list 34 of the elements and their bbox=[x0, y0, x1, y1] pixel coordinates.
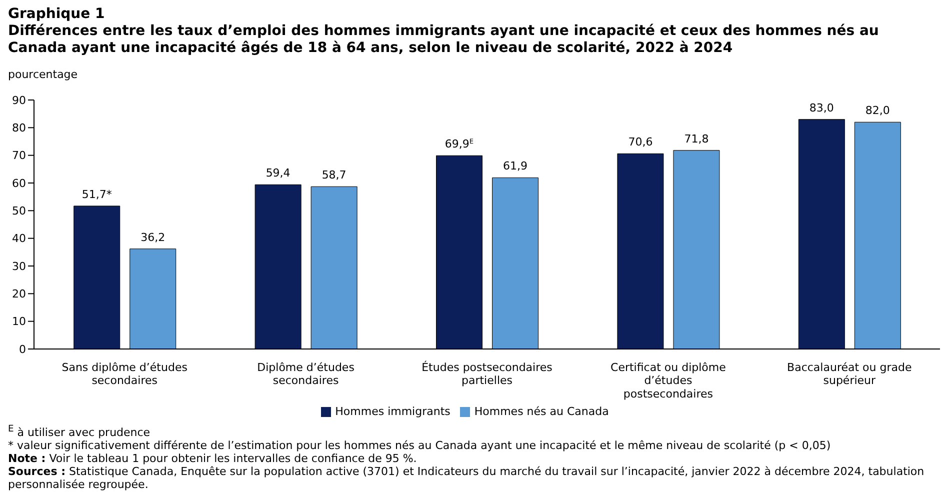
legend-label: Hommes immigrants bbox=[335, 405, 450, 418]
data-label: 36,2 bbox=[140, 230, 166, 244]
data-label: 83,0 bbox=[809, 101, 834, 114]
y-tick-label: 30 bbox=[12, 260, 26, 273]
y-axis-title: pourcentage bbox=[8, 68, 78, 81]
legend-label: Hommes nés au Canada bbox=[474, 405, 609, 418]
chart-subtitle: Différences entre les taux d’emploi des hommes immigrants ayant une incapacité et ceux des hommes nés au Canada ayant une incapacité âgés de 18 à 64 ans, selon le niveau de scolarité, 2022 à 2024 bbox=[8, 23, 880, 57]
data-label: 69,9$^{E}$ bbox=[444, 138, 474, 151]
x-tick-label: Baccalauréat ou grade supérieur bbox=[787, 360, 912, 388]
y-tick-label: 90 bbox=[12, 94, 26, 107]
text: Note : Voir le tableau 1 pour obtenir les intervalles de confiance de 95 %. bbox=[8, 452, 417, 465]
data-label: 82,0 bbox=[865, 104, 890, 118]
data-label: 61,9 bbox=[503, 160, 528, 173]
y-tick-label: 70 bbox=[12, 149, 26, 162]
data-label: 70,6 bbox=[628, 136, 653, 149]
x-tick-label: Sans diplôme d’études secondaires bbox=[62, 360, 188, 388]
data-label: 51,7* bbox=[82, 188, 112, 201]
y-tick-label: 40 bbox=[12, 232, 26, 246]
y-tick-label: 60 bbox=[12, 176, 26, 190]
source-note: Sources : Statistique Canada, Enquête sur la population active (3701) et Indicateurs du marché du travail sur l’incapacité, janvier 2022 à décembre 2024, tabulation personnalisée regroupée. bbox=[8, 464, 924, 491]
data-label: 59,4 bbox=[266, 166, 290, 180]
y-tick-label: 10 bbox=[12, 315, 26, 328]
text: $^{E}$ à utiliser avec prudence bbox=[8, 423, 150, 439]
data-label: 58,7 bbox=[322, 168, 346, 182]
y-tick-label: 80 bbox=[12, 122, 26, 135]
text: * valeur significativement différente de l’estimation pour les hommes nés au Canada ayant une incapacité et le même niveau de scolarité (p < 0,05) bbox=[8, 438, 831, 452]
x-tick-label: Études postsecondaires partielles bbox=[422, 360, 553, 388]
x-tick-label: Diplôme d’études secondaires bbox=[257, 360, 355, 388]
data-label: 71,8 bbox=[684, 132, 709, 146]
y-tick-label: 0 bbox=[19, 342, 26, 356]
x-tick-label: Certificat ou diplôme d’études postsecondaires bbox=[610, 360, 726, 400]
chart-title: Graphique 1 bbox=[8, 6, 106, 23]
y-tick-label: 20 bbox=[12, 288, 26, 301]
y-tick-label: 50 bbox=[12, 204, 26, 218]
